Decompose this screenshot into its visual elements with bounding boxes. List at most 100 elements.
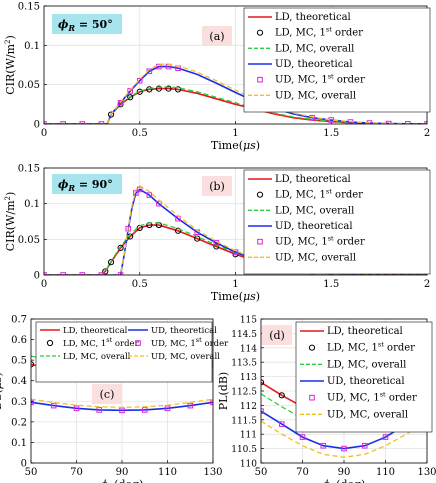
legend-label: LD, MC, overall <box>275 205 354 216</box>
legend-label: LD, theoretical <box>63 326 128 336</box>
data-point <box>60 272 66 275</box>
legend-label-tail: order <box>202 339 229 349</box>
series-line <box>31 398 213 408</box>
data-point <box>102 268 109 275</box>
y-tick-label: 0.4 <box>11 376 27 387</box>
legend-label-tail: order <box>332 28 363 39</box>
series-ud-mc-overall <box>261 420 427 458</box>
legend-label-tail: order <box>334 75 365 86</box>
legend-label-tail: order <box>112 339 139 349</box>
y-axis-label-text: PL(dB) <box>217 372 230 410</box>
data-point <box>107 259 115 266</box>
data-point <box>117 272 124 275</box>
legend-item: UD, theoretical <box>128 326 217 336</box>
legend-item: LD, theoretical <box>40 326 128 336</box>
y-tick-label: 114.5 <box>231 330 257 340</box>
legend-item: UD, theoretical <box>300 376 405 387</box>
data-point <box>136 77 143 84</box>
y-tick-label: 115 <box>240 316 257 326</box>
y-tick-label: 110.5 <box>231 445 257 455</box>
legend-label: LD, theoretical <box>327 326 403 337</box>
legend-label: LD, MC, 1st order <box>327 341 415 354</box>
x-tick-label: 70 <box>296 467 309 478</box>
y-axis-label-sup: 2 <box>4 40 12 44</box>
data-point <box>174 227 182 234</box>
data-point <box>146 86 153 93</box>
data-point <box>127 94 134 101</box>
x-axis-label: ϕR(deg) <box>323 478 366 483</box>
legend-box <box>35 321 213 383</box>
panel-label-box <box>202 176 232 196</box>
x-tick-label: 1 <box>232 128 238 139</box>
legend-label: LD, MC, 1st order <box>275 26 363 39</box>
legend-label: LD, theoretical <box>275 12 351 23</box>
data-point <box>278 392 285 399</box>
legend-label-sup: st <box>328 73 334 81</box>
legend-label-sup: st <box>106 336 112 344</box>
legend-label-sup: st <box>380 391 386 399</box>
legend-label: UD, MC, 1st order <box>327 391 417 404</box>
x-axis-label: Time(μs) <box>211 290 260 303</box>
legend-label-text: LD, MC, 1 <box>327 343 378 354</box>
legend-swatch <box>308 344 316 351</box>
legend-label: UD, theoretical <box>275 221 353 232</box>
angle-tag-sub: R <box>67 183 75 193</box>
x-axis-label: Time(μs) <box>211 139 260 152</box>
legend-label: UD, MC, overall <box>327 409 408 420</box>
legend-label-tail: order <box>386 393 417 404</box>
y-tick-label: 0.05 <box>18 235 40 246</box>
legend-swatch <box>257 238 263 245</box>
data-point <box>119 407 125 414</box>
data-point <box>31 361 35 368</box>
x-tick-label: 130 <box>417 467 436 478</box>
angle-tag: ϕR = 90° <box>58 178 113 193</box>
legend-label-text: UD, MC, 1 <box>275 237 328 248</box>
x-tick-label: 90 <box>116 467 129 478</box>
y-tick-label: 110 <box>240 460 257 470</box>
legend-item: UD, theoretical <box>248 221 353 232</box>
y-tick-label: 0.05 <box>18 80 40 91</box>
legend-label-text: LD, MC, overall <box>275 43 354 54</box>
legend-item: UD, MC, 1st order <box>135 336 229 349</box>
panel-label-box <box>92 384 122 404</box>
y-tick-label: 0 <box>34 120 40 131</box>
x-tick-label: 110 <box>376 467 395 478</box>
legend-label: UD, MC, 1st order <box>151 336 229 349</box>
legend-swatch <box>135 340 141 346</box>
angle-tag-sub: R <box>67 23 75 33</box>
chart-panel: 50 70 90 110 130 110 110.5 111 111.5 112 112.5 113 1… <box>217 316 436 483</box>
legend-label-text: UD, MC, 1 <box>151 339 196 349</box>
legend-label-sup: st <box>196 336 202 344</box>
data-point <box>232 249 239 255</box>
legend-box <box>243 7 431 113</box>
y-tick-label: 0.6 <box>11 335 27 346</box>
y-tick-label: 0.15 <box>18 2 40 13</box>
y-axis-label: CIR(W/m2) <box>4 192 17 252</box>
legend-label-tail: order <box>384 343 415 354</box>
legend-label: LD, MC, overall <box>63 352 131 362</box>
data-point <box>136 88 143 95</box>
data-point <box>309 114 315 121</box>
legend-label-text: LD, theoretical <box>63 326 128 336</box>
data-point <box>141 407 148 413</box>
legend-swatch <box>309 394 315 401</box>
data-point <box>361 442 368 449</box>
series-ud-mc-overall <box>44 63 427 124</box>
legend-label: UD, MC, overall <box>275 252 356 263</box>
legend-item: LD, MC, overall <box>40 352 131 362</box>
legend-box <box>295 321 433 433</box>
series-line <box>31 401 213 412</box>
y-tick-label: 0.5 <box>11 356 27 367</box>
data-point <box>341 445 347 452</box>
legend-swatch <box>257 76 263 83</box>
y-axis-label-text: CIR(W/m <box>4 200 17 251</box>
x-tick-label: 130 <box>203 467 222 478</box>
x-tick-label: 1 <box>232 279 238 290</box>
legend-label: UD, theoretical <box>275 59 353 70</box>
legend-label-tail: order <box>332 190 363 201</box>
y-tick-label: 0.1 <box>24 41 40 52</box>
legend-item: UD, MC, 1st order <box>309 391 417 404</box>
legend-label: LD, MC, 1st order <box>275 188 363 201</box>
y-tick-label: 0.1 <box>24 199 40 210</box>
y-tick-label: 0.15 <box>18 164 40 175</box>
